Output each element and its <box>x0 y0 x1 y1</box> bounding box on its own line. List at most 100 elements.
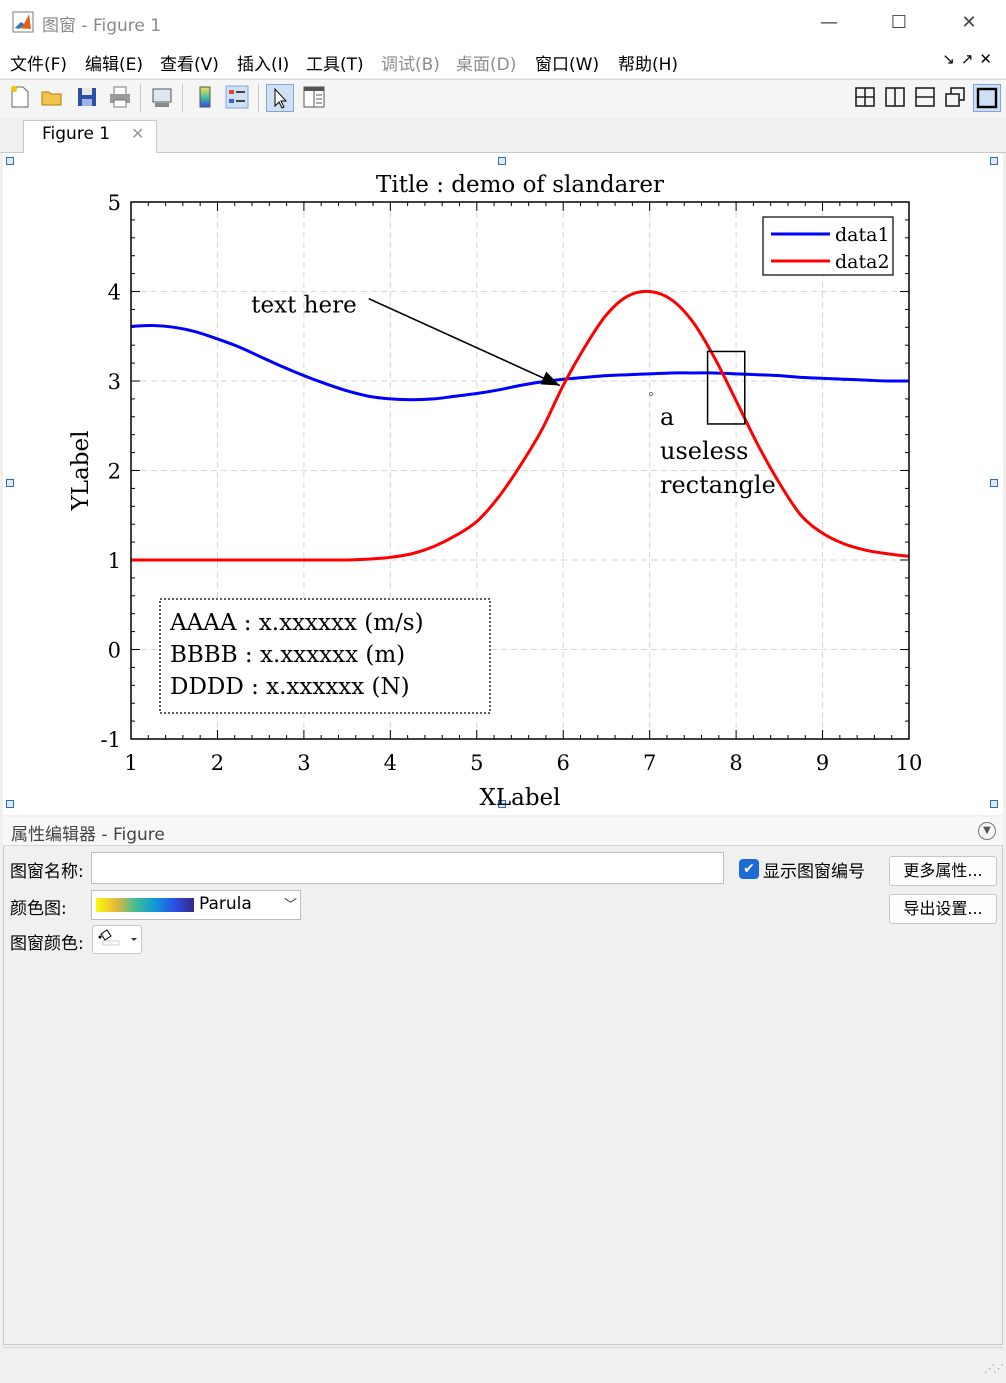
selection-handle[interactable] <box>6 800 14 808</box>
selection-handle[interactable] <box>990 479 998 487</box>
figure-name-label: 图窗名称: <box>10 862 84 882</box>
y-tick-label: 3 <box>108 370 121 394</box>
axes-box <box>130 201 910 740</box>
annotation-textbox-line: AAAA : x.xxxxxx (m/s) <box>169 610 424 636</box>
close-icon[interactable]: ✕ <box>979 50 998 68</box>
series-line-data1 <box>130 323 910 402</box>
menu-desktop[interactable]: 桌面(D) <box>456 55 517 75</box>
chart-title: Title : demo of slandarer <box>376 172 664 198</box>
menu-insert[interactable]: 插入(I) <box>237 55 290 75</box>
show-number-label: 显示图窗编号 <box>763 862 865 882</box>
series-line-data2 <box>131 289 910 562</box>
undock-icon[interactable]: ↘ <box>942 50 961 68</box>
paint-bucket-icon <box>98 929 137 946</box>
figure-color-label: 图窗颜色: <box>10 934 84 954</box>
menu-tools[interactable]: 工具(T) <box>306 55 364 75</box>
menu-view[interactable]: 查看(V) <box>160 55 219 75</box>
menu-help[interactable]: 帮助(H) <box>618 55 679 75</box>
x-tick-label: 8 <box>729 751 742 775</box>
link-plot-icon[interactable] <box>149 84 175 110</box>
property-inspector-icon[interactable] <box>301 84 327 110</box>
legend-box <box>762 216 894 276</box>
chevron-down-icon: ﹀ <box>284 898 298 913</box>
y-tick-label: 0 <box>108 639 121 663</box>
menu-debug[interactable]: 调试(B) <box>381 55 440 75</box>
resize-grip-icon[interactable]: ⋰⋰ <box>984 1362 1004 1375</box>
annotation-textbox-line: DDDD : x.xxxxxx (N) <box>170 674 410 700</box>
menu-file[interactable]: 文件(F) <box>10 55 68 75</box>
y-tick-label: 2 <box>108 460 121 484</box>
export-settings-button[interactable]: 导出设置... <box>889 894 997 924</box>
tab-figure-1[interactable] <box>23 120 157 153</box>
x-axis-label: XLabel <box>479 785 560 811</box>
annotation-rectangle-text: a <box>660 403 674 431</box>
y-tick-label: 1 <box>108 549 121 573</box>
selection-handle[interactable] <box>990 157 998 165</box>
window-title: 图窗 - Figure 1 <box>42 16 162 36</box>
annotation-rectangle-text: useless <box>660 437 749 465</box>
save-icon[interactable] <box>74 84 100 110</box>
menu-edit[interactable]: 编辑(E) <box>85 55 144 75</box>
toolbar-separator <box>182 84 183 112</box>
colormap-label: 颜色图: <box>10 899 67 919</box>
edit-plot-arrow-icon[interactable] <box>266 84 294 112</box>
tab-close-icon[interactable]: ✕ <box>131 124 145 143</box>
minimize-button[interactable]: — <box>806 8 852 38</box>
toolbar-separator <box>258 84 259 112</box>
print-icon[interactable] <box>107 84 133 110</box>
matlab-logo-icon <box>12 11 34 33</box>
show-number-checkbox[interactable]: ✔ <box>739 859 759 879</box>
close-icon: ✕ <box>961 12 977 33</box>
x-tick-label: 4 <box>384 751 397 775</box>
figure-name-input[interactable] <box>91 852 724 884</box>
figure-tab-strip <box>0 118 1006 153</box>
text-anchor-marker <box>649 392 653 396</box>
new-figure-icon[interactable] <box>7 84 33 110</box>
tile-grid-icon[interactable] <box>852 84 878 110</box>
chart-axes[interactable]: 1 2 3 4 5 6 7 8 9 10 -1 0 1 2 3 4 5 Title : demo of sland… <box>0 0 1006 820</box>
annotation-textbox <box>159 598 491 714</box>
legend-label-data1: data1 <box>835 224 890 246</box>
property-editor-title: 属性编辑器 - Figure <box>11 825 165 845</box>
tab-label: Figure 1 <box>42 124 111 144</box>
selection-handle[interactable] <box>990 800 998 808</box>
x-tick-label: 6 <box>557 751 570 775</box>
open-file-icon[interactable] <box>39 84 65 110</box>
more-properties-button[interactable]: 更多属性... <box>889 856 997 886</box>
x-tick-label: 10 <box>896 751 923 775</box>
menu-window[interactable]: 窗口(W) <box>535 55 600 75</box>
x-tick-label: 5 <box>470 751 483 775</box>
maximize-icon[interactable] <box>973 84 1001 112</box>
selection-handle[interactable] <box>498 800 506 808</box>
tile-rows-icon[interactable] <box>912 84 938 110</box>
float-icon[interactable] <box>942 84 968 110</box>
annotation-arrowhead <box>540 371 560 386</box>
x-tick-label: 3 <box>297 751 310 775</box>
annotation-rectangle <box>706 350 746 425</box>
figure-color-button[interactable] <box>92 925 142 954</box>
close-button[interactable]: ✕ <box>946 8 992 38</box>
menu-bar <box>0 44 1006 78</box>
maximize-button[interactable]: ☐ <box>876 8 922 38</box>
colormap-swatch <box>96 898 194 912</box>
colorbar-icon[interactable] <box>192 84 218 110</box>
legend-icon[interactable] <box>224 84 250 110</box>
dock-icon[interactable]: ↗ <box>960 50 980 68</box>
checkmark-icon: ✔ <box>743 861 755 877</box>
minimize-icon: — <box>820 12 838 33</box>
collapse-icon[interactable]: ▼ <box>978 822 996 840</box>
selection-handle[interactable] <box>6 479 14 487</box>
annotation-textbox-line: BBBB : x.xxxxxx (m) <box>170 642 405 668</box>
toolbar-separator <box>140 84 141 112</box>
status-strip <box>3 1347 1003 1378</box>
x-tick-label: 7 <box>643 751 656 775</box>
property-editor-header <box>3 817 1003 846</box>
y-tick-label: 5 <box>108 191 121 215</box>
menu-right-controls: ↘↗✕ <box>942 50 998 68</box>
y-tick-label: 4 <box>108 281 121 305</box>
tile-columns-icon[interactable] <box>882 84 908 110</box>
selection-handle[interactable] <box>498 157 506 165</box>
colormap-value: Parula <box>199 894 252 914</box>
y-tick-label: -1 <box>101 728 121 752</box>
selection-handle[interactable] <box>6 157 14 165</box>
